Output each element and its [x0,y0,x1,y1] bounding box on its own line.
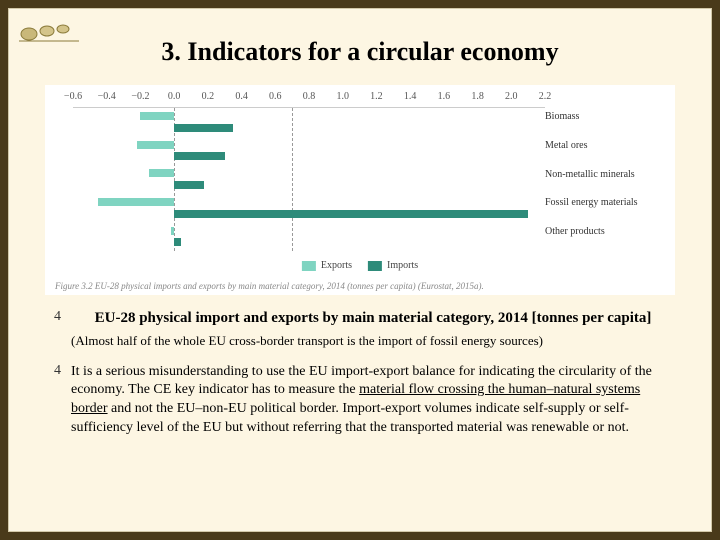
bar-imports [174,181,204,189]
figure-caption: Figure 3.2 EU-28 physical imports and ex… [55,281,484,291]
axis-tick: −0.4 [98,91,116,102]
slide-container: 3. Indicators for a circular economy −0.… [8,8,712,532]
category-label: Metal ores [545,140,665,151]
body-block: 4 It is a serious misunderstanding to us… [45,363,675,439]
bar-imports [174,152,225,160]
body-text-post: and not the EU–non-EU political border. … [71,401,629,435]
body-paragraph: It is a serious misunderstanding to use … [71,363,675,439]
chart-plot [73,107,545,251]
caption-block: 4 EU-28 physical import and exports by m… [45,309,675,329]
axis-tick: 0.8 [303,91,316,102]
bar-imports [174,210,528,218]
legend-swatch-imports [368,261,382,271]
category-label: Biomass [545,111,665,122]
page-title: 3. Indicators for a circular economy [9,37,711,67]
category-label: Other products [545,226,665,237]
axis-tick: 1.0 [336,91,349,102]
bar-exports [171,227,174,235]
bar-exports [137,141,174,149]
corner-decoration [19,19,79,49]
chart-caption: EU-28 physical import and exports by mai… [71,309,675,329]
axis-tick: 0.2 [202,91,215,102]
axis-tick: 0.4 [235,91,248,102]
axis-tick: 0.6 [269,91,282,102]
axis-tick: 2.0 [505,91,518,102]
legend-item-imports: Imports [368,260,418,271]
axis-tick: −0.6 [64,91,82,102]
bar-exports [140,112,174,120]
axis-tick: 1.2 [370,91,383,102]
legend-label-imports: Imports [387,260,418,271]
bar-imports [174,238,181,246]
legend-item-exports: Exports [302,260,352,271]
bar-exports [149,169,174,177]
axis-tick: 0.0 [168,91,181,102]
bullet-marker: 4 [45,363,61,439]
category-label: Non-metallic minerals [545,169,665,180]
chart-legend: Exports Imports [302,260,418,271]
legend-label-exports: Exports [321,260,352,271]
caption-subnote: (Almost half of the whole EU cross-borde… [71,333,675,349]
reference-line [292,108,293,251]
chart-container: −0.6 −0.4 −0.2 0.0 0.2 0.4 0.6 0.8 1.0 1.2 1.4 1.6 1… [45,85,675,295]
axis-tick: 2.2 [539,91,552,102]
bar-exports [98,198,174,206]
axis-tick: 1.6 [438,91,451,102]
category-label: Fossil energy materials [545,197,665,208]
axis-tick: 1.8 [471,91,484,102]
axis-tick: −0.2 [131,91,149,102]
bar-imports [174,124,233,132]
legend-swatch-exports [302,261,316,271]
bullet-marker: 4 [45,309,61,329]
axis-tick: 1.4 [404,91,417,102]
